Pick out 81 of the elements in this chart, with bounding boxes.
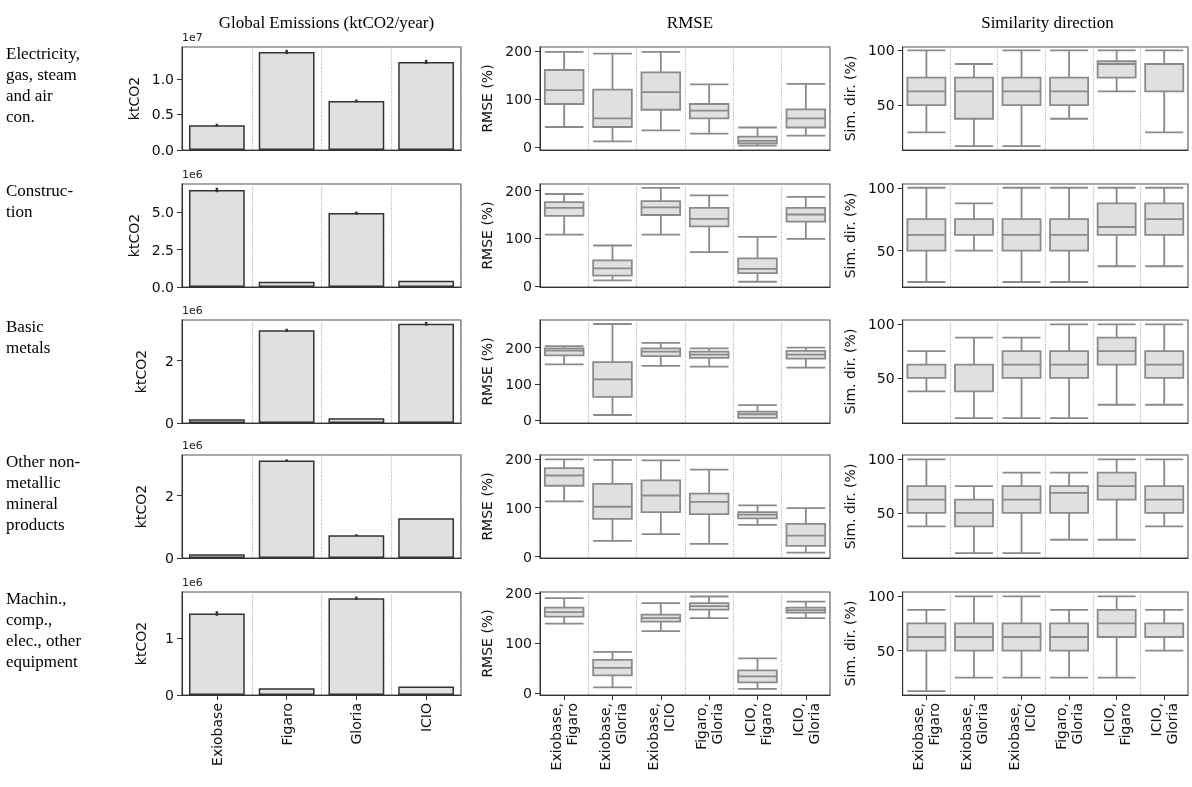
y-axis-title: ktCO2 — [133, 349, 149, 394]
y-tick-label: 0 — [523, 685, 532, 702]
y-tick-label: 200 — [505, 585, 532, 601]
x-tick-label: Gloria — [348, 703, 365, 745]
y-axis-title: ktCO2 — [125, 213, 142, 258]
x-tick-label: ICIO, Gloria — [1148, 703, 1181, 745]
x-tick-label: ICIO, Figaro — [741, 703, 774, 746]
y-tick-label: 100 — [505, 499, 532, 516]
x-tick-label: Exiobase, Figaro — [548, 703, 581, 771]
y-tick-label: 0 — [523, 548, 532, 565]
y-tick-label: 50 — [876, 242, 895, 259]
y-axis-title: RMSE (%) — [479, 337, 496, 406]
x-tick-label: Figaro, Gloria — [1053, 703, 1086, 750]
y-tick-label: 1 — [165, 630, 174, 647]
x-tick-label: Exiobase, ICIO — [644, 703, 677, 771]
y-tick-label: 50 — [876, 504, 895, 521]
x-tick-label: Figaro — [278, 703, 295, 746]
y-tick-label: 50 — [876, 97, 895, 114]
y-tick-label: 0 — [523, 278, 532, 295]
y-tick-label: 100 — [867, 316, 895, 333]
y-tick-label: 0 — [165, 550, 174, 566]
y-tick-label: 0.5 — [151, 106, 174, 123]
x-tick-label: Exiobase — [208, 703, 225, 766]
y-tick-label: 0 — [523, 412, 532, 429]
text: Construc- tion — [6, 181, 74, 221]
y-tick-label: 200 — [505, 182, 532, 199]
y-tick-label: 0 — [523, 139, 532, 156]
y-axis-title: Sim. dir. (%) — [842, 328, 858, 415]
y-tick-label: 100 — [505, 91, 532, 108]
y-tick-label: 50 — [876, 642, 895, 659]
text: 1e6 — [182, 576, 203, 589]
y-tick-label: 100 — [867, 451, 895, 468]
y-axis-title: Sim. dir. (%) — [842, 600, 858, 687]
y-tick-label: 1.0 — [151, 70, 174, 87]
chart-title: RMSE — [666, 13, 714, 32]
text: 1e7 — [182, 31, 203, 44]
x-tick-label: Exiobase, Gloria — [596, 703, 629, 771]
y-tick-label: 200 — [505, 43, 532, 60]
y-tick-label: 2.5 — [151, 241, 174, 258]
y-tick-label: 5.0 — [151, 204, 174, 221]
y-tick-label: 0 — [165, 687, 174, 703]
y-tick-label: 200 — [505, 450, 532, 467]
chart-title: Similarity direction — [981, 13, 1115, 32]
y-tick-label: 100 — [505, 376, 532, 393]
y-axis-title: ktCO2 — [125, 76, 142, 121]
x-tick-label: Exiobase, ICIO — [1005, 703, 1038, 771]
y-axis-title: Sim. dir. (%) — [842, 55, 858, 142]
y-axis-title: ktCO2 — [133, 621, 149, 666]
y-tick-label: 200 — [505, 339, 532, 356]
x-tick-label: Figaro, Gloria — [693, 703, 726, 750]
y-tick-label: 0.0 — [151, 279, 174, 295]
y-axis-title: RMSE (%) — [479, 64, 496, 133]
y-tick-label: 100 — [505, 230, 532, 247]
y-axis-title: Sim. dir. (%) — [842, 192, 858, 279]
x-tick-label: ICIO, Figaro — [1100, 703, 1133, 746]
text: 1e6 — [182, 439, 203, 452]
y-axis-title: RMSE (%) — [479, 609, 496, 678]
y-axis-title: RMSE (%) — [479, 472, 496, 541]
y-tick-label: 100 — [867, 588, 895, 605]
y-tick-label: 0 — [165, 415, 174, 431]
y-tick-label: 0.0 — [151, 142, 174, 158]
x-tick-label: ICIO — [418, 703, 435, 733]
y-tick-label: 100 — [867, 179, 895, 196]
text: Other non- metallic mineral products — [6, 452, 81, 534]
text: Basic metals — [6, 317, 51, 357]
y-axis-title: ktCO2 — [133, 484, 149, 529]
y-tick-label: 100 — [867, 42, 895, 59]
x-tick-label: ICIO, Gloria — [789, 703, 822, 745]
y-tick-label: 100 — [505, 635, 532, 652]
y-tick-label: 2 — [165, 487, 174, 504]
text: 1e6 — [182, 304, 203, 317]
y-axis-title: RMSE (%) — [479, 201, 496, 270]
chart-title: Global Emissions (ktCO2/year) — [218, 13, 435, 32]
text: Machin., comp., elec., other equipment — [6, 589, 82, 671]
x-tick-label: Exiobase, Figaro — [910, 703, 943, 771]
y-tick-label: 50 — [876, 369, 895, 386]
y-axis-title: Sim. dir. (%) — [842, 463, 858, 550]
x-tick-label: Exiobase, Gloria — [957, 703, 990, 771]
text: Electricity, gas, steam and air con. — [6, 44, 80, 126]
text: 1e6 — [182, 168, 203, 181]
y-tick-label: 2 — [165, 352, 174, 369]
